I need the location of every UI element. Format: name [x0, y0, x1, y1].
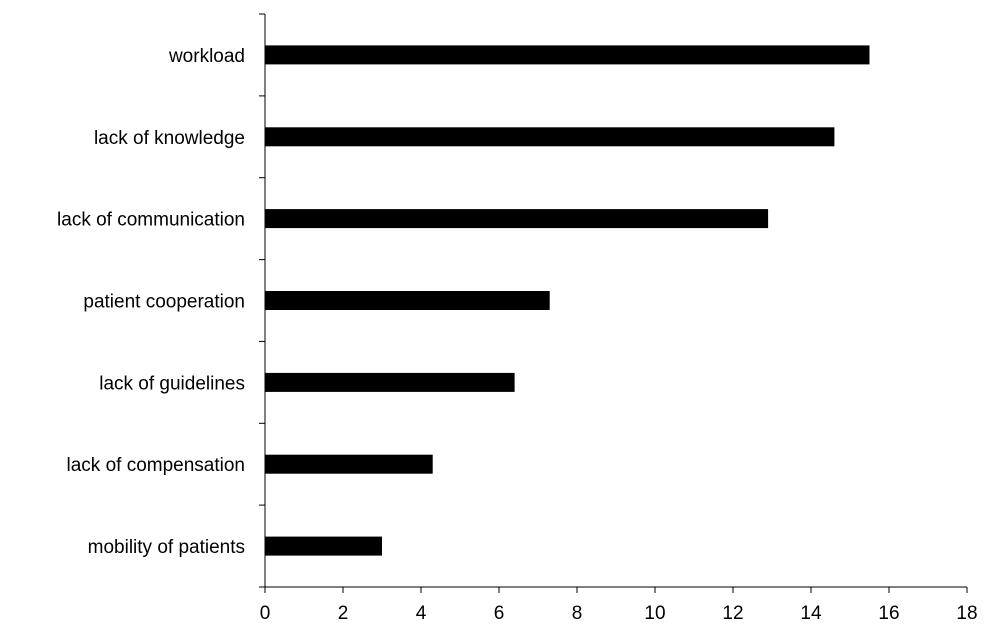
x-tick-label: 2	[338, 603, 349, 624]
x-tick-label: 16	[878, 603, 899, 624]
category-label: patient cooperation	[83, 292, 245, 313]
x-tick-label: 8	[572, 603, 583, 624]
category-label: mobility of patients	[88, 537, 245, 558]
axes-layer	[259, 13, 968, 593]
x-tick-label: 4	[416, 603, 427, 624]
x-tick-label: 12	[722, 603, 743, 624]
x-tick-label: 18	[956, 603, 977, 624]
category-label: workload	[168, 46, 245, 67]
category-label: lack of communication	[57, 210, 245, 231]
category-label: lack of guidelines	[99, 373, 245, 394]
x-tick-label: 14	[800, 603, 822, 624]
bars-layer	[265, 45, 870, 556]
bar-patient-cooperation	[265, 291, 550, 310]
category-label: lack of knowledge	[94, 128, 245, 149]
bar-mobility-of-patients	[265, 536, 382, 556]
bar-lack-of-communication	[265, 209, 769, 229]
bar-lack-of-knowledge	[265, 127, 835, 147]
bar-lack-of-guidelines	[265, 372, 515, 392]
bar-workload	[265, 45, 870, 65]
labels-layer: workload lack of knowledge lack of communi…	[57, 46, 978, 624]
x-tick-label: 6	[494, 603, 505, 624]
bar-lack-of-compensation	[265, 454, 433, 474]
x-tick-label: 10	[644, 603, 665, 624]
x-tick-label: 0	[260, 603, 271, 624]
category-label: lack of compensation	[67, 455, 246, 476]
